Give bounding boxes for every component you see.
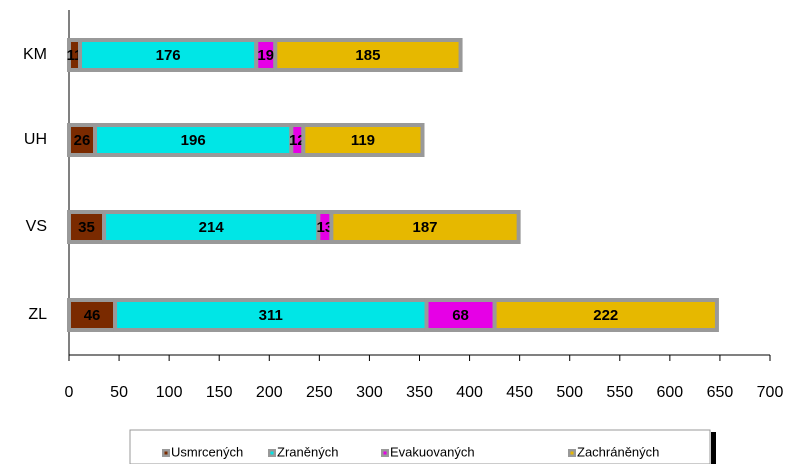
legend-box — [129, 429, 711, 464]
data-label: 13 — [317, 219, 334, 236]
data-label: 176 — [156, 47, 181, 64]
data-label: 222 — [593, 307, 618, 324]
bar-segment — [329, 210, 521, 244]
data-label: 26 — [74, 132, 91, 149]
data-label: 196 — [181, 132, 206, 149]
data-label: 185 — [355, 47, 380, 64]
legend-label: Usmrcených — [171, 444, 243, 459]
category-label: UH — [24, 131, 47, 148]
x-tick-label: 450 — [506, 384, 533, 401]
x-tick-label: 100 — [156, 384, 183, 401]
data-label: 187 — [412, 219, 437, 236]
bar-segment — [102, 210, 321, 244]
data-label: 46 — [84, 307, 101, 324]
x-tick-label: 400 — [456, 384, 483, 401]
bar-segment — [492, 298, 719, 332]
category-label: VS — [26, 218, 47, 235]
data-label: 119 — [351, 132, 375, 149]
bar-segment — [67, 210, 107, 244]
x-tick-label: 700 — [757, 384, 784, 401]
x-tick-label: 300 — [356, 384, 383, 401]
x-tick-label: 650 — [707, 384, 734, 401]
bar-segment — [78, 38, 259, 72]
bar-segment — [273, 38, 463, 72]
legend-edge — [711, 432, 716, 464]
legend-label: Evakuovaných — [390, 444, 475, 459]
legend-label: Zachráněných — [577, 444, 659, 459]
data-label: 311 — [259, 307, 283, 324]
legend-swatch-dot — [164, 451, 168, 455]
x-tick-label: 200 — [256, 384, 283, 401]
data-label: 19 — [257, 47, 274, 64]
legend-label: Zraněných — [277, 444, 338, 459]
category-label: ZL — [28, 306, 47, 323]
x-tick-label: 250 — [306, 384, 333, 401]
category-label: KM — [23, 46, 47, 63]
x-tick-label: 500 — [556, 384, 583, 401]
bar-segment — [67, 298, 118, 332]
data-label: 68 — [452, 307, 469, 324]
bar-segment — [301, 123, 425, 157]
x-tick-label: 50 — [110, 384, 128, 401]
legend-swatch-dot — [383, 451, 387, 455]
bar-segment — [93, 123, 294, 157]
x-tick-label: 0 — [65, 384, 74, 401]
legend-swatch-dot — [270, 451, 274, 455]
data-label: 35 — [78, 219, 95, 236]
x-tick-label: 150 — [206, 384, 233, 401]
data-label: 214 — [199, 219, 225, 236]
x-tick-label: 550 — [606, 384, 633, 401]
x-tick-label: 350 — [406, 384, 433, 401]
legend-swatch-dot — [570, 451, 574, 455]
x-tick-label: 600 — [657, 384, 684, 401]
